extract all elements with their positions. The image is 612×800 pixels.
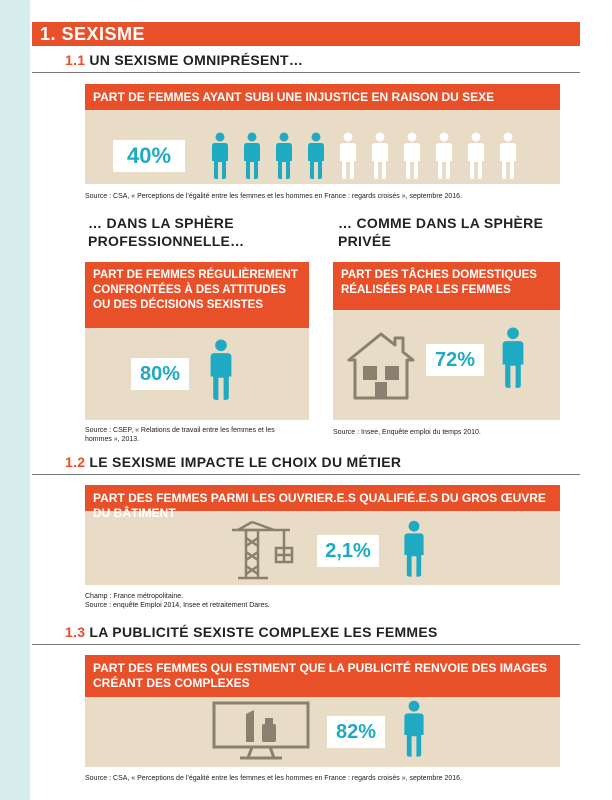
woman-icon-empty	[468, 132, 484, 179]
section-heading-1-3: 1.3 LA PUBLICITÉ SEXISTE COMPLEXE LES FEM…	[32, 624, 580, 645]
section-title: UN SEXISME OMNIPRÉSENT…	[89, 52, 304, 68]
section-heading-1-2: 1.2 LE SEXISME IMPACTE LE CHOIX DU MÉTIER	[32, 454, 580, 475]
professional-percent: 80%	[131, 358, 189, 390]
construction-panel-title: PART DES FEMMES PARMI LES OUVRIER.E.S QU…	[85, 485, 560, 520]
woman-icon-filled	[276, 132, 292, 179]
house-icon	[347, 332, 415, 400]
cream-jar-icon	[262, 724, 276, 742]
section-title: LA PUBLICITÉ SEXISTE COMPLEXE LES FEMMES	[89, 624, 438, 640]
subheading-private: … COMME DANS LA SPHÈRE PRIVÉE	[338, 214, 543, 250]
construction-percent: 2,1%	[317, 535, 379, 567]
source-line: hommes », 2013.	[85, 436, 140, 443]
woman-icon-filled	[212, 132, 228, 179]
professional-panel-title: PART DE FEMMES RÉGULIÈREMENT CONFRONTÉES…	[85, 262, 309, 328]
section-number: 1.1	[65, 52, 86, 68]
source-line: Source : enquête Emploi 2014, Insee et r…	[85, 602, 270, 609]
subheading-line: … COMME DANS LA SPHÈRE	[338, 215, 544, 231]
woman-icon	[404, 700, 424, 757]
private-panel-title: PART DES TÂCHES DOMESTIQUES RÉALISÉES PA…	[333, 262, 560, 310]
subheading-line: … DANS LA SPHÈRE	[88, 215, 234, 231]
source-note-1-1: Source : CSA, « Perceptions de l’égalité…	[85, 193, 463, 200]
panel-title-line: CONFRONTÉES À DES ATTITUDES	[93, 284, 286, 296]
section-title: LE SEXISME IMPACTE LE CHOIX DU MÉTIER	[89, 454, 402, 470]
subheading-professional: … DANS LA SPHÈRE PROFESSIONNELLE…	[88, 214, 244, 250]
woman-icon	[404, 520, 424, 577]
woman-icon-filled	[244, 132, 260, 179]
panel-title-line: PART DES TÂCHES DOMESTIQUES	[341, 269, 537, 281]
crane-icon	[232, 520, 294, 580]
computer-screen-icon	[212, 701, 310, 760]
chapter-label: SEXISME	[61, 24, 146, 44]
source-line: Champ : France métropolitaine.	[85, 593, 184, 600]
section-heading-1-1: 1.1 UN SEXISME OMNIPRÉSENT…	[32, 52, 580, 73]
woman-icon-empty	[404, 132, 420, 179]
section-number: 1.2	[65, 454, 86, 470]
advertising-panel-title: PART DES FEMMES QUI ESTIMENT QUE LA PUBL…	[85, 655, 560, 697]
woman-icon	[502, 327, 524, 388]
source-note-1-3: Source : CSA, « Perceptions de l’égalité…	[85, 775, 463, 782]
private-percent: 72%	[426, 344, 484, 376]
woman-icon-empty	[372, 132, 388, 179]
woman-icon-empty	[340, 132, 356, 179]
panel-title-line: RÉALISÉES PAR LES FEMMES	[341, 284, 511, 296]
source-note-professional: Source : CSEP, « Relations de travail en…	[85, 426, 275, 444]
section-number: 1.3	[65, 624, 86, 640]
panel-title-line: PART DE FEMMES RÉGULIÈREMENT	[93, 269, 298, 281]
panel-title-line: CRÉANT DES COMPLEXES	[93, 676, 250, 690]
woman-icon-empty	[436, 132, 452, 179]
chapter-title: 1. SEXISME	[40, 24, 145, 45]
subheading-line: PRIVÉE	[338, 233, 392, 249]
panel-title-line: PART DES FEMMES QUI ESTIMENT QUE LA PUBL…	[93, 661, 548, 675]
chapter-number: 1.	[40, 24, 57, 44]
injustice-panel-title: PART DE FEMMES AYANT SUBI UNE INJUSTICE …	[85, 84, 560, 110]
panel-title-line: OU DES DÉCISIONS SEXISTES	[93, 299, 263, 311]
women-pictogram-row	[210, 130, 530, 182]
source-note-private: Source : Insee, Enquête emploi du temps …	[333, 429, 481, 436]
source-note-1-2: Champ : France métropolitaine. Source : …	[85, 592, 270, 610]
chapter-banner: 1. SEXISME	[32, 22, 580, 46]
advertising-percent: 82%	[327, 716, 385, 748]
woman-icon	[210, 339, 232, 400]
subheading-line: PROFESSIONNELLE…	[88, 233, 245, 249]
woman-icon-filled	[308, 132, 324, 179]
source-line: Source : CSEP, « Relations de travail en…	[85, 427, 275, 434]
injustice-percent: 40%	[113, 140, 185, 172]
woman-icon-empty	[500, 132, 516, 179]
lipstick-icon	[246, 726, 254, 742]
